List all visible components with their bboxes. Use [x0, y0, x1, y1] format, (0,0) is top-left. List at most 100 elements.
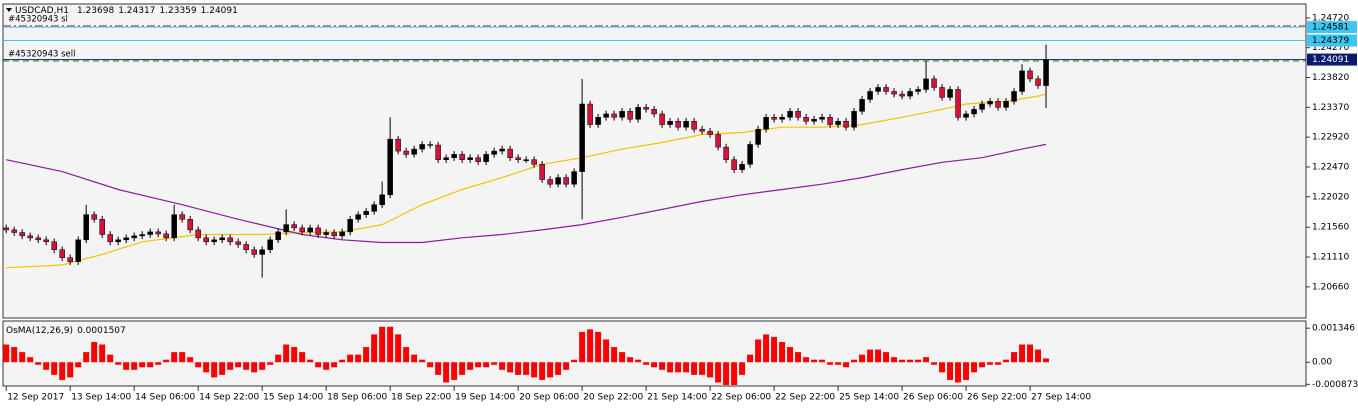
x-tick-label: 14 Sep 06:00: [135, 393, 195, 403]
candle-body: [555, 177, 561, 185]
indicator-value: 0.0001507: [77, 326, 126, 336]
candle-body: [163, 233, 169, 239]
osma-bar: [107, 354, 114, 363]
osma-bar: [963, 362, 970, 380]
candle-body: [483, 154, 489, 162]
osma-bar: [483, 362, 490, 368]
osma-bar: [531, 362, 538, 378]
price-label-bg: [1307, 21, 1357, 34]
osma-bar: [851, 359, 858, 363]
candle-body: [107, 234, 113, 243]
osma-bar: [635, 359, 642, 363]
osma-bar: [203, 362, 210, 373]
candle-body: [363, 211, 369, 215]
candle-body: [939, 87, 945, 98]
candle-body: [267, 239, 273, 251]
candle-body: [707, 130, 713, 135]
candle-body: [531, 159, 537, 165]
candle-body: [75, 239, 81, 262]
price-label: 1.24379: [1312, 36, 1349, 46]
candle-body: [51, 241, 57, 251]
candle-body: [995, 101, 1001, 108]
osma-bar: [67, 362, 74, 378]
osma-bar: [139, 362, 146, 368]
candle-body: [1027, 70, 1033, 80]
candle-body: [219, 237, 225, 241]
candle-body: [987, 101, 993, 105]
candle-body: [187, 219, 193, 231]
candle-body: [171, 214, 177, 239]
close-value: 1.24091: [201, 6, 238, 16]
candle-body: [795, 111, 801, 118]
osma-bar: [619, 352, 626, 363]
y-tick-label: -0.000873: [1312, 380, 1358, 390]
candle-body: [643, 107, 649, 110]
osma-bar: [1011, 352, 1018, 363]
candle-body: [715, 134, 721, 148]
osma-bar: [547, 362, 554, 378]
osma-bar: [595, 331, 602, 363]
osma-bar: [571, 359, 578, 363]
candle-body: [747, 144, 753, 165]
high-value: 1.24317: [118, 6, 155, 16]
menu-arrow[interactable]: [6, 8, 12, 12]
y-tick-label: 0.001346: [1312, 324, 1355, 334]
x-tick-label: 21 Sep 14:00: [647, 393, 707, 403]
candle-body: [411, 148, 417, 155]
chart-header: USDCAD,H1 1.23698 1.24317 1.23359 1.24091: [15, 6, 238, 16]
candle-body: [563, 177, 569, 185]
candle-body: [899, 93, 905, 97]
x-tick-label: 22 Sep 22:00: [775, 393, 835, 403]
candle-body: [1003, 101, 1009, 108]
candle-body: [203, 237, 209, 243]
candle-body: [67, 257, 73, 262]
osma-bar: [715, 362, 722, 383]
osma-bar: [339, 359, 346, 363]
osma-bar: [3, 344, 10, 363]
candle-body: [507, 148, 513, 158]
candle-body: [931, 78, 937, 88]
osma-bar: [147, 362, 154, 368]
candle-body: [251, 249, 257, 255]
candle-body: [123, 237, 129, 241]
candle-body: [803, 117, 809, 122]
candle-body: [3, 227, 9, 231]
osma-bar: [435, 362, 442, 375]
osma-bar: [427, 362, 434, 368]
osma-bar: [883, 352, 890, 363]
osma-bar: [675, 362, 682, 373]
osma-bar: [75, 362, 82, 368]
osma-bar: [475, 362, 482, 368]
osma-bar: [843, 362, 850, 368]
candle-body: [403, 150, 409, 155]
osma-bar: [171, 352, 178, 363]
osma-bar: [987, 362, 994, 365]
x-tick-label: 15 Sep 14:00: [263, 393, 323, 403]
candle-body: [1011, 91, 1017, 102]
plot-layer: 1.24720 1.24270 1.23820 1.23370 1.22920 1.224…: [3, 13, 1358, 403]
candle-body: [115, 239, 121, 243]
candle-body: [947, 89, 953, 98]
osma-bar: [867, 349, 874, 363]
candle-body: [611, 113, 617, 118]
candle-body: [579, 103, 585, 172]
osma-bar: [763, 334, 770, 363]
osma-bar: [1019, 344, 1026, 363]
candle-body: [699, 128, 705, 132]
candle-body: [723, 146, 729, 160]
osma-bar: [499, 362, 506, 370]
candle-body: [571, 171, 577, 185]
y-tick-label: 0.00: [1312, 358, 1332, 368]
candle-body: [155, 231, 161, 235]
osma-bar: [811, 359, 818, 363]
candle-body: [291, 224, 297, 229]
candle-body: [91, 214, 97, 220]
osma-bar: [579, 331, 586, 363]
candle-body: [731, 159, 737, 170]
y-tick-label: 1.20660: [1312, 282, 1349, 292]
y-tick-label: 1.22020: [1312, 192, 1349, 202]
osma-bar: [1043, 358, 1050, 363]
osma-bar: [243, 362, 250, 370]
osma-bar: [347, 354, 354, 363]
